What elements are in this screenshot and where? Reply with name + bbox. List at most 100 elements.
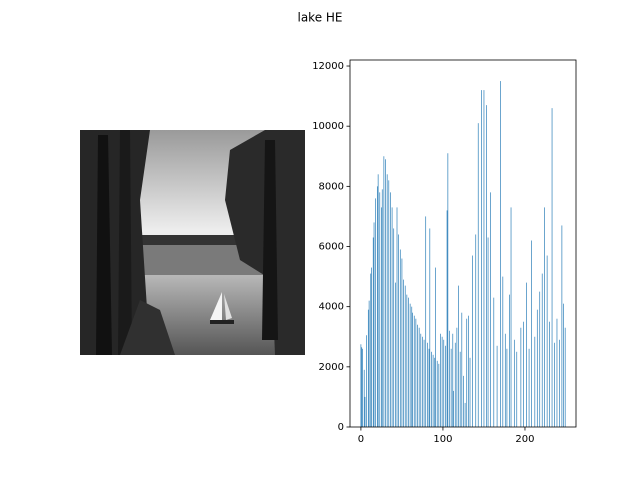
x-tick-label: 100 xyxy=(433,434,452,445)
bar xyxy=(438,363,440,427)
bar xyxy=(452,333,454,427)
bar xyxy=(554,342,555,427)
bar xyxy=(523,321,524,427)
y-tick-label: 6000 xyxy=(319,242,344,253)
bar xyxy=(528,348,530,427)
bar xyxy=(385,159,386,427)
bar xyxy=(453,390,454,427)
bar xyxy=(464,402,466,427)
bar xyxy=(362,348,363,427)
lake-image xyxy=(80,130,305,355)
bar xyxy=(431,351,432,427)
bar xyxy=(463,375,464,427)
bar xyxy=(386,174,388,427)
bar xyxy=(415,318,417,427)
bar xyxy=(418,327,420,427)
bar xyxy=(366,335,367,427)
bar xyxy=(375,198,377,427)
x-tick-label: 200 xyxy=(515,434,534,445)
bar xyxy=(446,210,448,427)
bar xyxy=(435,267,436,427)
bar xyxy=(395,282,396,427)
bar xyxy=(556,318,558,427)
bar xyxy=(434,357,436,427)
bar xyxy=(551,108,553,427)
bar xyxy=(564,327,566,427)
bar xyxy=(368,300,370,427)
bar xyxy=(509,294,510,427)
bar xyxy=(445,345,446,427)
bar xyxy=(466,318,468,427)
bar xyxy=(443,339,445,427)
bar xyxy=(472,255,473,427)
x-tick-label: 0 xyxy=(358,434,364,445)
bar xyxy=(516,351,518,427)
bar xyxy=(496,345,498,427)
bar xyxy=(539,291,541,427)
bar xyxy=(456,327,458,427)
bar xyxy=(425,216,427,427)
bar xyxy=(436,360,438,427)
bar xyxy=(563,303,564,427)
bar xyxy=(559,339,560,427)
bar xyxy=(531,240,532,427)
bar xyxy=(388,180,390,427)
bar xyxy=(536,309,538,427)
bar xyxy=(493,297,495,427)
bar xyxy=(391,207,393,427)
bar xyxy=(399,249,401,427)
bar xyxy=(420,333,422,427)
bar xyxy=(458,285,459,427)
bar xyxy=(376,186,378,427)
bar xyxy=(487,237,489,427)
bar xyxy=(361,347,363,427)
bar xyxy=(432,354,434,427)
bar xyxy=(404,285,406,427)
bar xyxy=(440,333,441,427)
bar xyxy=(504,333,506,427)
bar xyxy=(390,192,391,427)
bar xyxy=(403,279,404,427)
y-tick-label: 10000 xyxy=(312,121,344,132)
bar xyxy=(422,336,423,427)
bar xyxy=(427,342,428,427)
y-tick-label: 8000 xyxy=(319,181,344,192)
bar xyxy=(447,153,449,428)
bar xyxy=(481,90,482,427)
bar xyxy=(364,396,366,427)
bar xyxy=(383,156,385,427)
bar xyxy=(411,306,413,427)
bar xyxy=(408,297,409,427)
bar xyxy=(469,357,471,427)
bar xyxy=(371,267,372,427)
bar xyxy=(372,237,374,427)
bar xyxy=(406,294,408,427)
bar xyxy=(477,123,479,428)
bar xyxy=(459,351,461,427)
y-tick-label: 0 xyxy=(338,422,344,433)
bar xyxy=(541,273,543,427)
bar xyxy=(513,339,515,427)
bar xyxy=(534,336,536,427)
bar xyxy=(423,339,425,427)
bar xyxy=(373,222,375,427)
bar xyxy=(381,189,383,427)
bar xyxy=(370,273,372,427)
y-tick-label: 4000 xyxy=(319,302,344,313)
bar xyxy=(450,348,452,427)
bar xyxy=(360,344,362,427)
bar xyxy=(363,369,365,427)
bar xyxy=(417,324,418,427)
bar xyxy=(454,342,456,427)
bar xyxy=(506,348,508,427)
bar xyxy=(544,207,545,427)
bar xyxy=(398,234,399,427)
y-tick-label: 12000 xyxy=(312,61,344,72)
bar xyxy=(393,228,395,427)
bar xyxy=(468,315,469,427)
bar xyxy=(381,207,382,427)
bar xyxy=(502,276,504,427)
bar xyxy=(367,309,369,427)
bar xyxy=(500,81,501,428)
